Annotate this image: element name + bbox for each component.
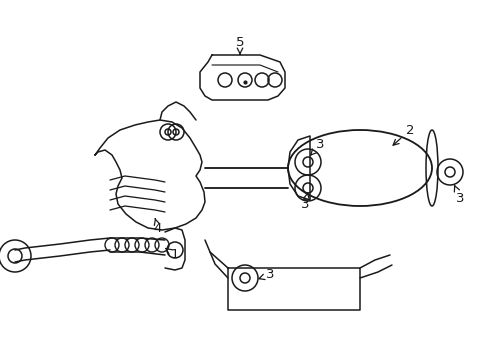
Text: 3: 3 [453, 186, 463, 204]
Text: 5: 5 [235, 36, 244, 54]
Text: 1: 1 [165, 248, 179, 261]
Text: 2: 2 [392, 123, 413, 145]
Text: 4: 4 [154, 219, 162, 234]
Text: 3: 3 [310, 139, 324, 155]
Text: 3: 3 [259, 269, 274, 282]
Text: 3: 3 [300, 193, 308, 211]
